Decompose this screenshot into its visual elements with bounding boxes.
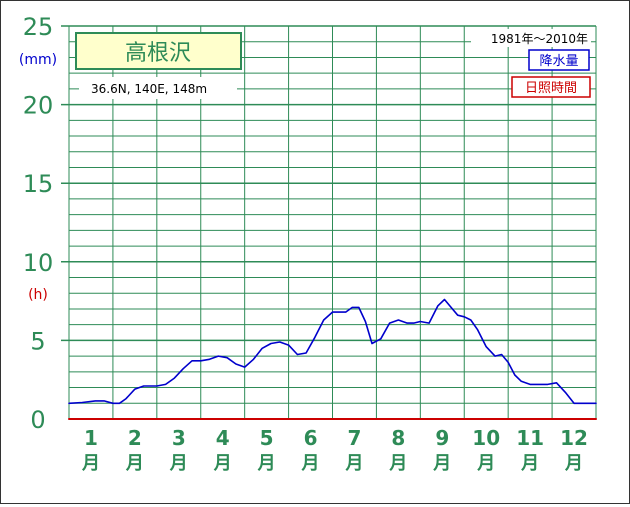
x-tick-month-number: 11 [516,426,544,450]
y-tick-label: 25 [23,13,54,41]
location-text: 36.6N, 140E, 148m [91,82,207,96]
x-tick-month-kanji: 月 [169,453,188,474]
legend-sunshine-label: 日照時間 [525,81,577,96]
period-bg [471,29,591,47]
x-tick-month-number: 7 [347,426,361,450]
x-tick-month-kanji: 月 [344,453,363,474]
x-tick-month-number: 9 [435,426,449,450]
period-text: 1981年～2010年 [491,32,588,46]
y-tick-label: 20 [23,92,54,120]
station-name: 高根沢 [125,41,191,66]
x-tick-month-kanji: 月 [520,453,539,474]
legend-precip-label: 降水量 [539,54,578,69]
x-tick-month-kanji: 月 [432,453,451,474]
y-tick-label: 10 [23,249,54,277]
series-lines [68,298,597,420]
legend-sunshine-box [511,76,591,98]
x-tick-month-kanji: 月 [476,453,495,474]
x-tick-month-kanji: 月 [257,453,276,474]
x-tick-month-kanji: 月 [125,453,144,474]
x-tick-month-number: 8 [391,426,405,450]
y-unit-top: (mm) [19,52,57,68]
x-tick-month-kanji: 月 [81,453,100,474]
x-tick-month-number: 1 [84,426,98,450]
x-tick-month-number: 2 [128,426,142,450]
grid [61,25,597,420]
legend-precip-box [528,49,590,71]
x-tick-month-kanji: 月 [388,453,407,474]
y-tick-label: 15 [23,170,54,198]
x-tick-labels: 1 月 2 月 3 月 4 月 5 月 6 月 7 月 8 月 9 月 10 月 11 月 12 月 [81,426,588,474]
x-tick-month-kanji: 月 [564,453,583,474]
y-tick-label: 5 [30,327,45,355]
location-bg [79,77,237,99]
station-name-box [75,32,242,70]
y-tick-label: 0 [30,406,45,434]
precipitation-line [68,298,597,405]
y-tick-labels: 0 5 10 15 20 25 [23,13,54,434]
x-tick-month-number: 10 [472,426,500,450]
x-tick-month-number: 3 [172,426,186,450]
x-tick-month-kanji: 月 [301,453,320,474]
y-unit-bottom: (h) [28,287,48,303]
x-tick-month-number: 12 [560,426,588,450]
x-tick-month-number: 6 [304,426,318,450]
x-tick-month-kanji: 月 [213,453,232,474]
x-tick-month-number: 4 [216,426,230,450]
x-tick-month-number: 5 [260,426,274,450]
